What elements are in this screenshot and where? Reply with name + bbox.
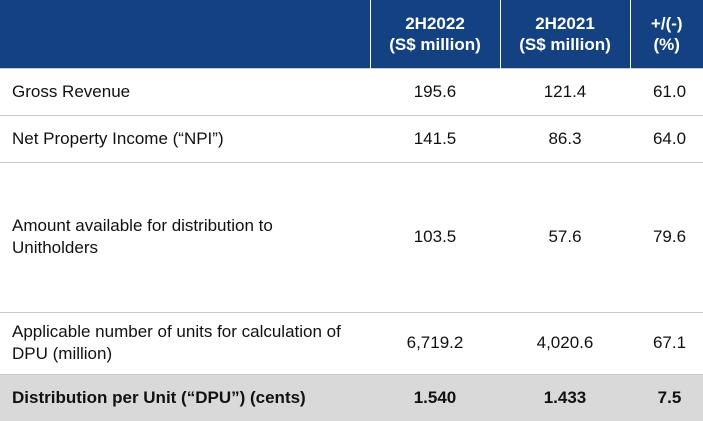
- table-row-gross-revenue: Gross Revenue 195.6 121.4 61.0: [0, 67, 703, 115]
- value-2h2021: 4,020.6: [500, 311, 630, 374]
- table-header-row: 2H2022 (S$ million) 2H2021 (S$ million) …: [0, 0, 703, 68]
- value-change: 7.5: [630, 373, 703, 421]
- header-change-sign: +/(-): [650, 13, 683, 33]
- header-change: +/(-) (%): [629, 0, 703, 68]
- value-2h2022: 195.6: [370, 67, 500, 115]
- header-2h2022-period: 2H2022: [405, 13, 465, 33]
- value-2h2021: 57.6: [500, 161, 630, 312]
- value-2h2022: 6,719.2: [370, 311, 500, 374]
- value-change: 79.6: [630, 161, 703, 312]
- header-2h2021-period: 2H2021: [535, 13, 595, 33]
- table-row-dpu-total: Distribution per Unit (“DPU”) (cents) 1.…: [0, 373, 703, 421]
- table-row-units: Applicable number of units for calculati…: [0, 311, 703, 374]
- value-2h2021: 1.433: [500, 373, 630, 421]
- row-label: Gross Revenue: [0, 67, 370, 115]
- header-2h2021: 2H2021 (S$ million): [499, 0, 630, 68]
- table-row-npi: Net Property Income (“NPI”) 141.5 86.3 6…: [0, 114, 703, 162]
- header-2h2021-unit: (S$ million): [519, 34, 611, 54]
- value-2h2022: 141.5: [370, 114, 500, 162]
- header-2h2022: 2H2022 (S$ million): [369, 0, 500, 68]
- value-change: 67.1: [630, 311, 703, 374]
- value-2h2021: 86.3: [500, 114, 630, 162]
- row-label: Applicable number of units for calculati…: [0, 311, 370, 374]
- header-label-cell: [0, 0, 370, 68]
- value-change: 64.0: [630, 114, 703, 162]
- header-change-unit: (%): [653, 34, 680, 54]
- value-2h2022: 103.5: [370, 161, 500, 312]
- value-2h2021: 121.4: [500, 67, 630, 115]
- value-change: 61.0: [630, 67, 703, 115]
- row-label: Amount available for distribution to Uni…: [0, 161, 370, 312]
- row-label: Net Property Income (“NPI”): [0, 114, 370, 162]
- row-label: Distribution per Unit (“DPU”) (cents): [0, 373, 370, 421]
- header-2h2022-unit: (S$ million): [389, 34, 481, 54]
- value-2h2022: 1.540: [370, 373, 500, 421]
- table-row-amount-available: Amount available for distribution to Uni…: [0, 161, 703, 312]
